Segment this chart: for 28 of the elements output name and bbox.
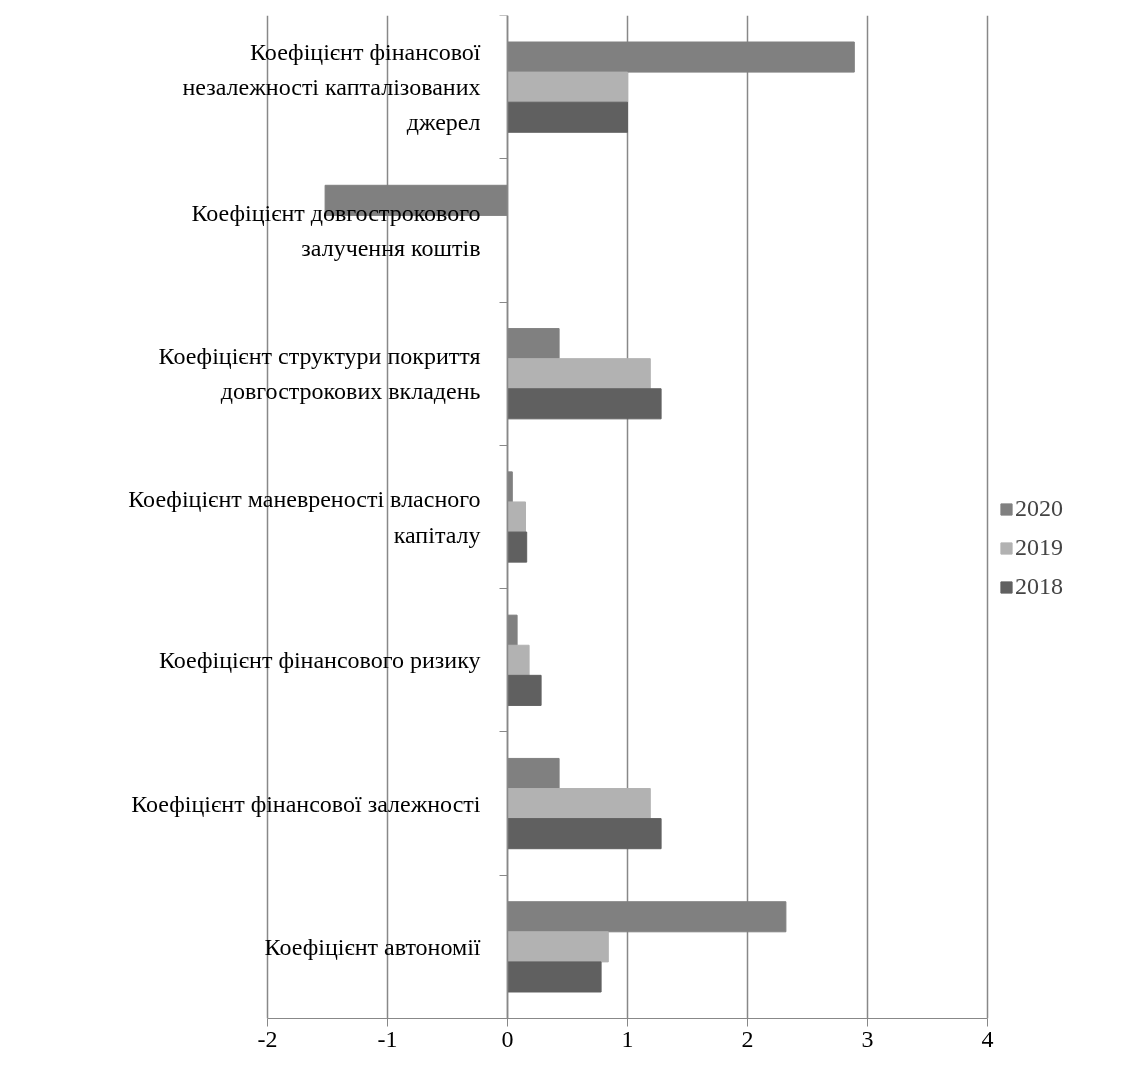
- bar: [507, 961, 602, 993]
- y-tick-label: Коефіцієнт автономії: [264, 933, 481, 960]
- x-tick-label: 4: [981, 1025, 994, 1052]
- x-tick-label: 3: [861, 1025, 874, 1052]
- x-tick-label: 2: [741, 1025, 754, 1052]
- bar: [507, 388, 662, 420]
- bar: [507, 71, 628, 103]
- bar: [507, 818, 662, 850]
- bar: [507, 644, 530, 676]
- bar: [507, 674, 542, 706]
- y-tick-label: Коефіцієнт фінансового ризику: [158, 647, 481, 674]
- legend-label: 2018: [1015, 573, 1063, 600]
- y-tick-label: Коефіцієнт фінансової незалежності капталізованих джерел: [182, 39, 481, 136]
- bar: [507, 501, 526, 533]
- legend-label: 2020: [1015, 495, 1063, 522]
- y-tick-label: Коефіцієнт фінансової залежності: [131, 790, 481, 817]
- bar: [507, 931, 609, 963]
- bar: [507, 101, 628, 133]
- x-tick-label: 1: [621, 1025, 634, 1052]
- y-tick-label: Коефіцієнт структури покриття довгострокових вкладень: [158, 343, 481, 405]
- bar: [507, 358, 651, 390]
- x-tick-label: 0: [501, 1025, 514, 1052]
- legend-label: 2019: [1015, 534, 1063, 561]
- y-tick-label: Коефіцієнт маневреності власного капіталу: [128, 486, 481, 548]
- x-tick-label: -1: [377, 1025, 398, 1052]
- bar: [507, 531, 528, 563]
- x-tick-label: -2: [257, 1025, 278, 1052]
- bar: [507, 788, 651, 820]
